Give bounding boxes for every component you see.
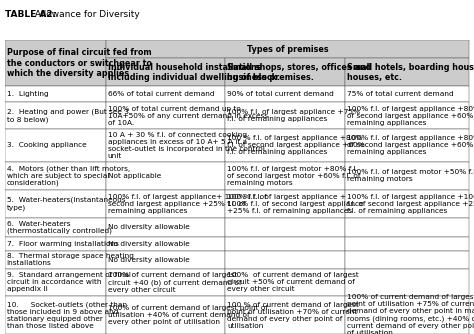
Bar (5, 296, 106, 334)
Bar (225, 86, 345, 102)
Text: Individual household installations
including individual dwelling of block.: Individual household installations inclu… (108, 62, 280, 82)
Bar (345, 162, 469, 190)
Bar (225, 269, 345, 296)
Text: 90% of total current demand: 90% of total current demand (227, 91, 334, 97)
Text: No diversity allowable: No diversity allowable (108, 241, 189, 247)
Bar (225, 58, 345, 86)
Text: 6.  Water-heaters
(thermostatically controlled): 6. Water-heaters (thermostatically contr… (7, 220, 111, 234)
Bar (106, 162, 225, 190)
Bar (5, 190, 106, 218)
Bar (5, 40, 106, 86)
Bar (5, 102, 106, 129)
Bar (345, 296, 469, 334)
Text: 100% f.l. of largest appliance +100%
f.l. of second largest appliance +25%
f.l. : 100% f.l. of largest appliance +100% f.l… (347, 194, 474, 214)
Text: 8.  Thermal storage space heating
installations: 8. Thermal storage space heating install… (7, 254, 134, 266)
Text: 100% f.l. of largest appliance +80% f.l.
of second largest appliance +60% f.l. o: 100% f.l. of largest appliance +80% f.l.… (347, 135, 474, 155)
Text: 5.  Water-heaters(instantaneous
type): 5. Water-heaters(instantaneous type) (7, 197, 125, 211)
Text: 100 % f.l. of largest appliance +80%
f.l. of second largest appliance +60%
f.l. : 100 % f.l. of largest appliance +80% f.l… (227, 135, 365, 155)
Bar (345, 86, 469, 102)
Bar (106, 269, 225, 296)
Bar (106, 129, 225, 162)
Bar (225, 218, 345, 237)
Bar (5, 162, 106, 190)
Bar (106, 190, 225, 218)
Text: 7.  Floor warming installations: 7. Floor warming installations (7, 241, 118, 247)
Text: Purpose of final circuit fed from
the conductors or switchgear to
which the dive: Purpose of final circuit fed from the co… (7, 48, 152, 78)
Bar (106, 296, 225, 334)
Text: 100% f.l. of largest appliance+ 100% f.l. of
second largest appliance +25% f.l. : 100% f.l. of largest appliance+ 100% f.l… (108, 194, 266, 214)
Text: 100% f.l. of largest motor +50% f.l. of
remaining motors: 100% f.l. of largest motor +50% f.l. of … (347, 169, 474, 182)
Bar (345, 58, 469, 86)
Bar (345, 237, 469, 251)
Bar (106, 218, 225, 237)
Bar (5, 86, 106, 102)
Bar (225, 296, 345, 334)
Bar (5, 237, 106, 251)
Bar (225, 162, 345, 190)
Bar (225, 190, 345, 218)
Text: 4.  Motors (other than lift motors,
which are subject to special
consideration): 4. Motors (other than lift motors, which… (7, 165, 130, 186)
Bar (225, 237, 345, 251)
Bar (106, 86, 225, 102)
Bar (345, 129, 469, 162)
Text: 100 % of current demand of largest
point of utilisation +70% of current
demand o: 100 % of current demand of largest point… (227, 302, 359, 329)
Text: Allowance for Diversity: Allowance for Diversity (32, 10, 140, 19)
Bar (345, 190, 469, 218)
Text: No diversity allowable: No diversity allowable (108, 224, 189, 230)
Text: 100% of current demand of largest
point of utilisation +75% of current
demand of: 100% of current demand of largest point … (347, 294, 474, 334)
Bar (106, 237, 225, 251)
Bar (345, 102, 469, 129)
Text: 66% of total current demand: 66% of total current demand (108, 91, 214, 97)
Text: 100% of total current demand up to
10A+50% of any current demand in excess
of 10: 100% of total current demand up to 10A+5… (108, 106, 267, 126)
Text: 100%  of current demand of largest
circuit +50% of current demand of
every other: 100% of current demand of largest circui… (227, 273, 359, 293)
Bar (225, 251, 345, 269)
Bar (5, 129, 106, 162)
Bar (345, 218, 469, 237)
Text: 100% f.l. of largest appliance +75%
f.l. of remaining appliances: 100% f.l. of largest appliance +75% f.l.… (227, 109, 360, 122)
Text: 3.  Cooking appliance: 3. Cooking appliance (7, 142, 86, 148)
Text: 1.  Lighting: 1. Lighting (7, 91, 48, 97)
Text: 9.  Standard arrangement of final
circuit in accordance with
appendix II: 9. Standard arrangement of final circuit… (7, 273, 130, 293)
Bar (225, 102, 345, 129)
Bar (106, 102, 225, 129)
Bar (5, 269, 106, 296)
Bar (5, 218, 106, 237)
Text: 10 A + 30 % f.l. of connected cooking
appliances in excess of 10 A+ 5 A if a
soc: 10 A + 30 % f.l. of connected cooking ap… (108, 132, 264, 159)
Text: 2.  Heating and power (But see 3
to 8 below): 2. Heating and power (But see 3 to 8 bel… (7, 109, 128, 123)
Bar (345, 251, 469, 269)
Text: Types of premises: Types of premises (246, 45, 328, 54)
Text: 100% f.l. of largest motor +80% f.l.
of second largest motor +60% f.l. of
remain: 100% f.l. of largest motor +80% f.l. of … (227, 166, 361, 186)
Text: 10.     Socket-outlets (other than
those included in 9 above and
stationary equi: 10. Socket-outlets (other than those inc… (7, 301, 127, 329)
Bar (5, 251, 106, 269)
Text: No diversity allowable: No diversity allowable (108, 257, 189, 263)
Bar (106, 40, 469, 58)
Bar (106, 251, 225, 269)
Text: 75% of total current demand: 75% of total current demand (347, 91, 454, 97)
Text: 100% of current demand of largest point of
utilisation +40% of current demand of: 100% of current demand of largest point … (108, 305, 267, 325)
Bar (345, 269, 469, 296)
Text: Not applicable: Not applicable (108, 173, 161, 179)
Text: Small shops, stores, offices and
business premises.: Small shops, stores, offices and busines… (227, 62, 372, 82)
Bar (106, 58, 225, 86)
Bar (225, 129, 345, 162)
Text: TABLE A2:: TABLE A2: (5, 10, 56, 19)
Text: 100% of current demand of largest
circuit +40 (b) of current demand of
every oth: 100% of current demand of largest circui… (108, 272, 241, 293)
Text: 100 % f.l. of largest appliance +
100% f.l. of second largest appliance
+25% f.l: 100 % f.l. of largest appliance + 100% f… (227, 194, 364, 214)
Text: Small hotels, boarding houses, guest
houses, etc.: Small hotels, boarding houses, guest hou… (347, 62, 474, 82)
Text: 100% f.l. of largest appliance +80% f.l.
of second largest appliance +60% f.l. o: 100% f.l. of largest appliance +80% f.l.… (347, 106, 474, 126)
